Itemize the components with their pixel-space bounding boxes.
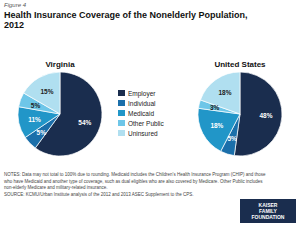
pie-slice — [234, 72, 282, 156]
legend-item: Employer — [118, 90, 156, 98]
data-label: 5% — [227, 135, 237, 142]
legend: Employer Individual Medicaid Other Public Un… — [118, 90, 165, 137]
data-label: 5% — [31, 102, 41, 109]
note: non-elderly Medicare and military-relate… — [4, 185, 108, 190]
logo-text: FOUNDATION — [252, 214, 285, 220]
data-label: 54% — [78, 119, 91, 126]
pie-title: Virginia — [45, 60, 75, 69]
chart: Figure 4 Health Insurance Coverage of the… — [0, 0, 300, 225]
legend-label: Individual — [128, 100, 156, 107]
data-label: 3% — [210, 104, 220, 111]
title: Health Insurance Coverage of the Nonelde… — [4, 10, 248, 20]
legend-swatch — [118, 110, 125, 116]
legend-label: Medicaid — [128, 110, 154, 117]
pie-slice — [198, 108, 240, 151]
legend-label: Uninsured — [128, 130, 158, 137]
legend-item: Uninsured — [118, 130, 158, 137]
legend-swatch — [118, 90, 125, 96]
logo-box — [240, 199, 296, 223]
pie-slice — [24, 72, 60, 114]
legend-item: Medicaid — [118, 110, 154, 117]
note: SOURCE: KCMU/Urban Institute analysis of… — [4, 192, 194, 197]
data-label: 48% — [259, 112, 272, 119]
pie-slice — [200, 72, 240, 114]
note: NOTES: Data may not total to 100% due to… — [4, 172, 266, 177]
note: who have Medicaid and another type of co… — [4, 179, 263, 184]
legend-label: Other Public — [128, 120, 165, 127]
logo: KAISERFAMILYFOUNDATION — [240, 199, 296, 223]
data-label: 18% — [218, 89, 231, 96]
pie: 48% 5% 18% 3% 18% — [198, 72, 282, 156]
legend-swatch — [118, 120, 125, 126]
legend-item: Other Public — [118, 120, 165, 127]
data-label: 15% — [40, 88, 53, 95]
data-label: 18% — [210, 122, 223, 129]
pie-title: United States — [214, 60, 266, 69]
title: 2012 — [4, 20, 24, 30]
legend-label: Employer — [128, 90, 156, 98]
legend-swatch — [118, 130, 125, 136]
data-label: 5% — [37, 129, 47, 136]
figure-label: Figure 4 — [4, 2, 27, 8]
data-label: 11% — [28, 116, 41, 123]
legend-swatch — [118, 100, 125, 106]
pie: 54% 5% 11% 5% 15% — [18, 72, 102, 156]
legend-item: Individual — [118, 100, 156, 107]
